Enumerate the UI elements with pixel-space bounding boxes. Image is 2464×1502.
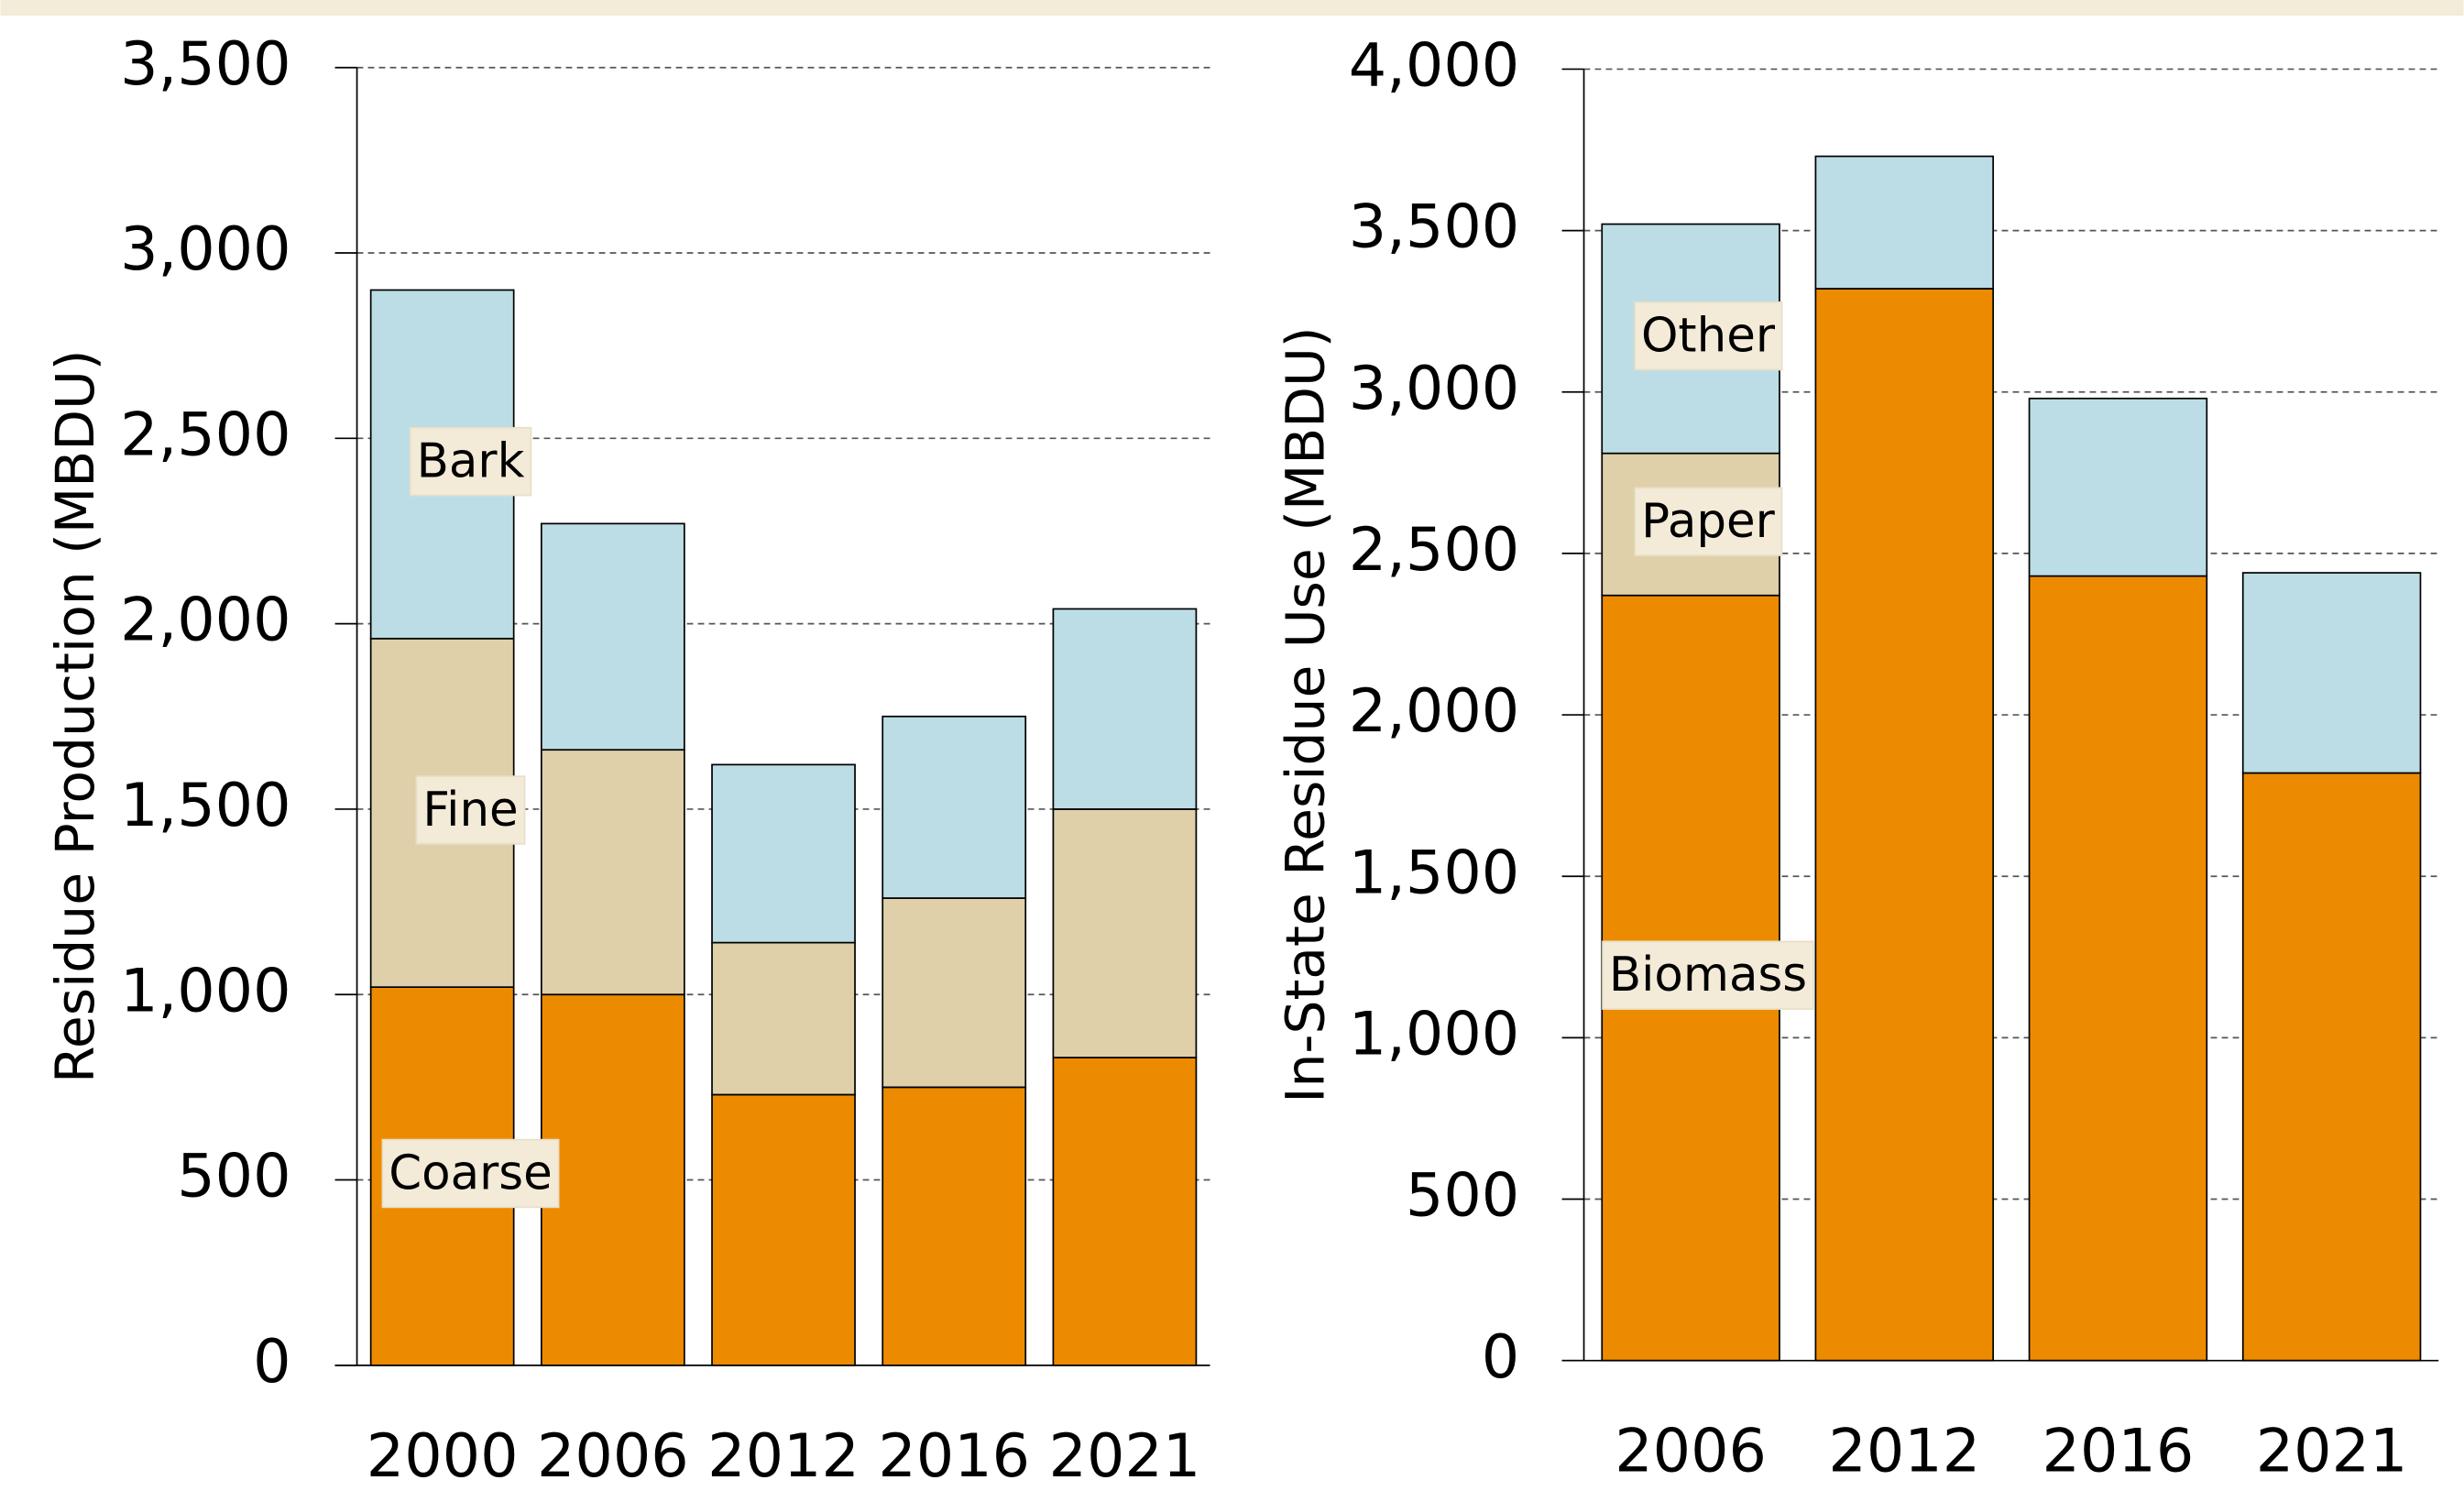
bar-segment (1052, 1057, 1198, 1366)
y-tick-label: 500 (1406, 1162, 1519, 1231)
y-tick-label: 0 (253, 1328, 290, 1397)
bar-segment (1052, 608, 1198, 810)
bar-segment (1052, 808, 1198, 1058)
bar-segment (540, 993, 685, 1366)
y-tick-label: 3,500 (1349, 193, 1519, 262)
top-band (0, 0, 2464, 16)
series-label: Biomass (1609, 948, 1807, 1003)
bar-segment (540, 522, 685, 751)
series-label: Fine (422, 783, 518, 838)
bar-segment (2028, 575, 2208, 1362)
y-tick-label: 1,000 (1349, 1000, 1519, 1069)
y-tick-label: 2,500 (1349, 516, 1519, 585)
x-tick-label: 2006 (1615, 1418, 1767, 1486)
x-tick-label: 2000 (367, 1422, 519, 1491)
x-tick-label: 2016 (878, 1422, 1030, 1491)
bar-segment (2028, 397, 2208, 577)
bar-segment (882, 1086, 1027, 1366)
y-tick-label: 2,500 (120, 400, 290, 469)
bar-segment (2241, 572, 2422, 774)
bar-segment (2241, 772, 2422, 1362)
series-label: Paper (1641, 494, 1775, 549)
y-tick-label: 1,500 (120, 772, 290, 840)
series-label-box (1602, 940, 1814, 1010)
y-tick-label: 3,500 (120, 30, 290, 99)
y-tick-label: 4,000 (1349, 31, 1519, 100)
bar-segment (882, 897, 1027, 1089)
series-label: Bark (417, 434, 525, 489)
x-tick-label: 2012 (707, 1422, 860, 1491)
x-tick-label: 2016 (2042, 1418, 2195, 1486)
bar-segment (711, 1093, 856, 1366)
x-tick-label: 2021 (1049, 1422, 1201, 1491)
y-tick-label: 2,000 (1349, 677, 1519, 746)
y-tick-label: 1,500 (1349, 839, 1519, 907)
y-tick-label: 3,000 (120, 215, 290, 284)
bar-segment (711, 763, 856, 944)
x-tick-label: 2006 (537, 1422, 689, 1491)
bar-segment (1814, 288, 1995, 1362)
bar-segment (882, 715, 1027, 899)
series-label: Coarse (389, 1146, 552, 1201)
bar-segment (540, 749, 685, 996)
series-label-box (381, 1138, 560, 1209)
y-axis-title: Residue Production (MBDU) (44, 350, 106, 1083)
series-label-box (1634, 301, 1783, 371)
y-tick-label: 1,000 (120, 957, 290, 1025)
x-tick-label: 2012 (1828, 1418, 1980, 1486)
y-tick-label: 2,000 (120, 587, 290, 655)
series-label-box (409, 426, 532, 497)
bar-segment (1814, 155, 1995, 290)
bar-segment (711, 941, 856, 1096)
y-tick-label: 3,000 (1349, 355, 1519, 423)
series-label: Other (1641, 309, 1776, 364)
y-tick-label: 0 (1482, 1323, 1519, 1392)
y-tick-label: 500 (177, 1143, 290, 1211)
x-tick-label: 2021 (2256, 1418, 2408, 1486)
y-axis-title: In-State Residue Use (MBDU) (1275, 326, 1337, 1102)
series-label-box (1634, 487, 1783, 556)
series-label-box (415, 775, 526, 845)
